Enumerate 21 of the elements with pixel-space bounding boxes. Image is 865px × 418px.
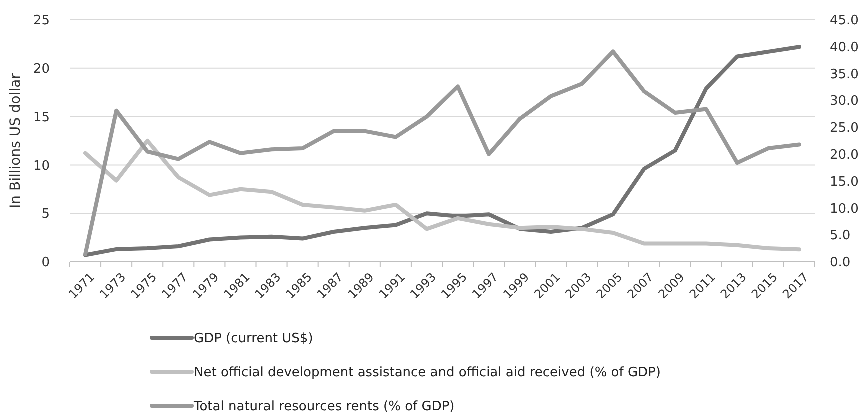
- y2-tick-label: 20.0: [830, 148, 859, 163]
- legend-label: Net official development assistance and official aid received (% of GDP): [194, 366, 661, 381]
- y-tick-label: 25: [33, 14, 50, 29]
- y-tick-label: 0: [42, 256, 50, 271]
- y-tick-label: 10: [33, 158, 50, 174]
- y2-tick-label: 15.0: [830, 174, 859, 190]
- y-tick-label: 20: [33, 62, 50, 77]
- y2-tick-label: 10.0: [830, 202, 859, 217]
- y-axis-title: In Billions US dollar: [8, 73, 24, 208]
- y2-tick-label: 40.0: [830, 40, 859, 56]
- y-tick-label: 15: [33, 110, 50, 126]
- legend-label: GDP (current US$): [194, 332, 314, 347]
- y-tick-label: 5: [42, 207, 50, 222]
- y2-tick-label: 25.0: [830, 121, 859, 136]
- y2-tick-label: 45.0: [830, 14, 859, 29]
- y2-tick-label: 35.0: [830, 67, 859, 82]
- y2-tick-label: 30.0: [830, 94, 859, 110]
- y2-tick-label: 0.0: [830, 256, 851, 271]
- y2-tick-label: 5.0: [830, 228, 851, 244]
- legend-label: Total natural resources rents (% of GDP): [193, 400, 455, 415]
- line-series: [84, 139, 802, 252]
